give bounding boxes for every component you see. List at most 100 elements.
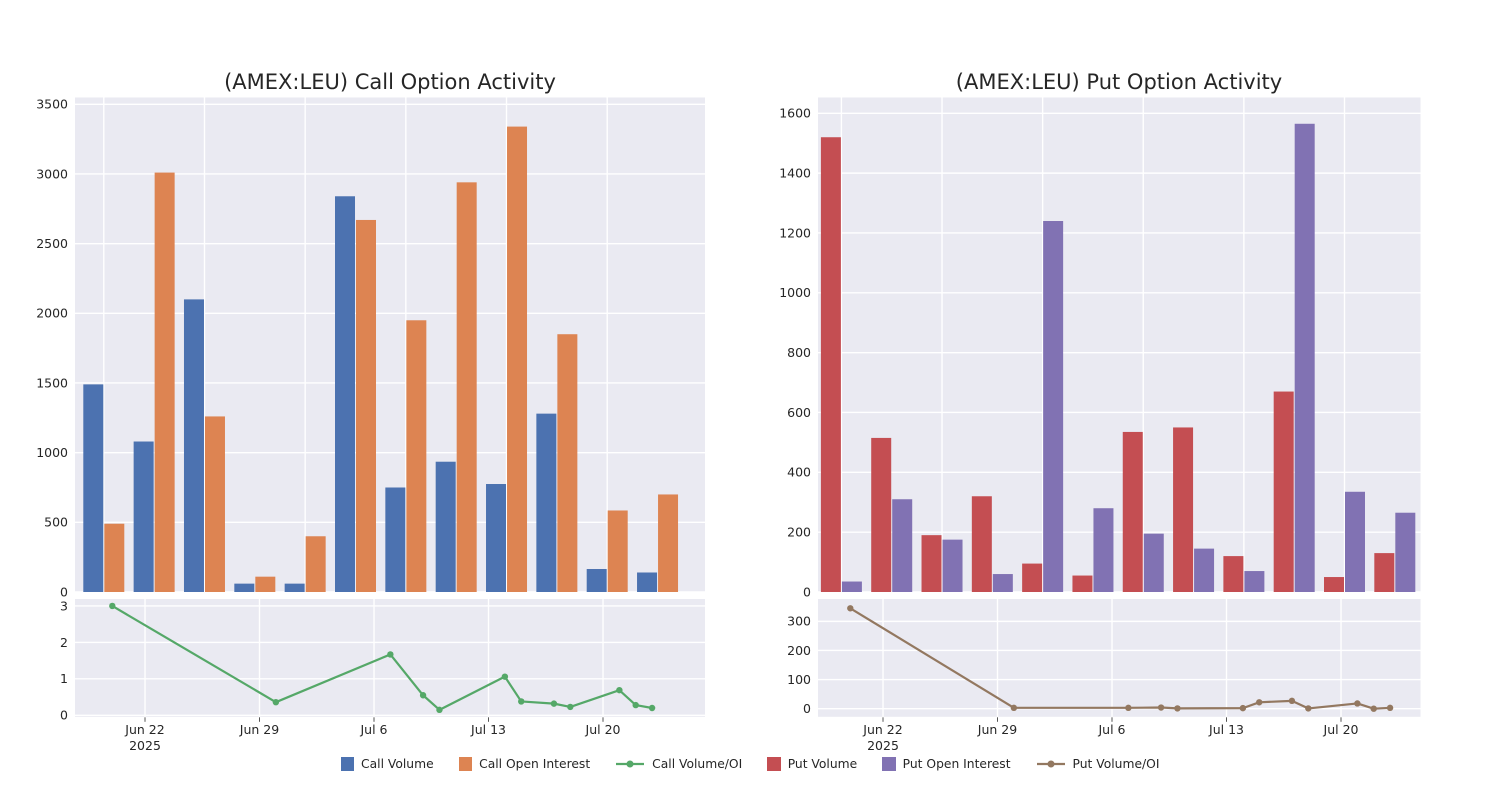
legend-dot (626, 760, 634, 768)
y-tick-label: 400 (787, 465, 811, 480)
bar (607, 510, 628, 592)
bar (1223, 556, 1244, 592)
call-ratio-y-axis: 0 1 2 3 (60, 598, 705, 723)
legend-label: Put Open Interest (902, 757, 1011, 771)
bar (305, 536, 326, 592)
bar (154, 172, 175, 592)
y-tick-label: 2500 (36, 236, 68, 251)
x-tick-label: Jun 29 (239, 722, 279, 737)
bar (841, 581, 862, 592)
legend-item-call-volume: Call Volume (340, 757, 434, 771)
y-tick-label: 1500 (36, 375, 68, 390)
bar (406, 320, 427, 592)
legend-square-swatch (458, 757, 473, 771)
y-tick-label: 1000 (779, 285, 811, 300)
bar (637, 572, 658, 592)
call-volume-bars (83, 196, 658, 593)
bar (1374, 553, 1395, 592)
data-point-marker (387, 651, 394, 658)
y-tick-label: 800 (787, 345, 811, 360)
bar (820, 137, 841, 592)
put-bar-x-grid (840, 97, 1346, 592)
data-point-marker (1010, 704, 1018, 712)
bar (1194, 548, 1215, 592)
bar (284, 583, 305, 592)
legend-item-put-volume: Put Volume (767, 757, 857, 771)
legend-item-call-volume-oi: Call Volume/OI (615, 757, 742, 771)
y-tick-label: 3 (60, 598, 68, 613)
bar (255, 576, 276, 592)
y-tick-label: 1600 (779, 106, 811, 121)
put-chart-title: (AMEX:LEU) Put Option Activity (955, 70, 1283, 94)
y-tick-label: 0 (803, 584, 811, 599)
chart-legend: Call Volume Call Open Interest Call Volume… (0, 757, 1500, 771)
legend-item-call-open-interest: Call Open Interest (458, 757, 590, 771)
bar (204, 416, 225, 592)
data-point-marker (567, 703, 574, 711)
bar (1345, 491, 1365, 592)
legend-item-put-open-interest: Put Open Interest (882, 757, 1011, 771)
bar (1273, 391, 1294, 592)
y-tick-label: 2000 (36, 306, 68, 321)
put-subplots: 0 200 400 600 800 1000 1200 1400 1600 0 100 200 300 J… (779, 97, 1421, 753)
bar (1324, 577, 1344, 592)
legend-item-put-volume-oi: Put Volume/OI (1036, 757, 1160, 771)
data-point-marker (419, 692, 427, 699)
legend-square-swatch (767, 757, 781, 771)
put-ratio-plot-area (818, 599, 1421, 717)
bar (183, 299, 204, 592)
y-tick-label: 200 (787, 643, 811, 658)
bar (1143, 533, 1164, 592)
bar (435, 461, 456, 592)
y-tick-label: 0 (60, 584, 68, 599)
data-point-marker (1288, 697, 1296, 705)
y-tick-label: 300 (787, 614, 811, 629)
legend-label: Put Volume/OI (1072, 757, 1160, 771)
x-tick-label: Jul 20 (585, 722, 621, 737)
bar (942, 539, 963, 592)
bar (1043, 221, 1064, 592)
put-open-interest-bars (841, 123, 1416, 592)
bar (1093, 508, 1114, 592)
data-point-marker (272, 698, 280, 706)
bar (892, 499, 913, 592)
bar (536, 413, 557, 592)
data-point-marker (1386, 704, 1394, 712)
data-point-marker (518, 698, 525, 705)
bar (992, 574, 1013, 592)
legend-label: Call Volume (361, 757, 434, 771)
data-point-marker (1174, 705, 1181, 712)
bar (234, 583, 255, 592)
x-tick-label: Jun 29 (977, 722, 1017, 737)
y-tick-label: 200 (787, 525, 811, 540)
call-bar-y-axis: 0 500 1000 1500 2000 2500 3000 3500 (36, 97, 705, 599)
bar (133, 441, 154, 592)
legend-square-swatch (340, 757, 355, 771)
x-axis-year-label: 2025 (867, 738, 899, 753)
legend-line-marker (616, 760, 645, 768)
call-ratio-line (111, 605, 653, 711)
x-tick-label: Jul 6 (360, 722, 388, 737)
bar (1294, 123, 1315, 592)
legend-label: Call Volume/OI (652, 757, 743, 771)
bar (1022, 563, 1043, 592)
x-tick-label: Jul 13 (470, 722, 506, 737)
call-bar-x-grid (103, 97, 608, 592)
data-point-marker (632, 701, 639, 709)
y-tick-label: 600 (787, 405, 811, 420)
legend-label: Put Volume (787, 757, 858, 771)
call-chart-title: (AMEX:LEU) Call Option Activity (224, 70, 556, 94)
bar (104, 523, 125, 592)
x-tick-label: Jul 13 (1208, 722, 1244, 737)
bar (1122, 431, 1143, 592)
legend-square-swatch (882, 757, 896, 771)
data-point-marker (109, 602, 116, 610)
data-point-marker (1370, 705, 1377, 712)
put-bar-y-axis: 0 200 400 600 800 1000 1200 1400 1600 (779, 106, 1421, 599)
data-point-marker (648, 704, 656, 712)
data-point-marker (847, 605, 854, 612)
